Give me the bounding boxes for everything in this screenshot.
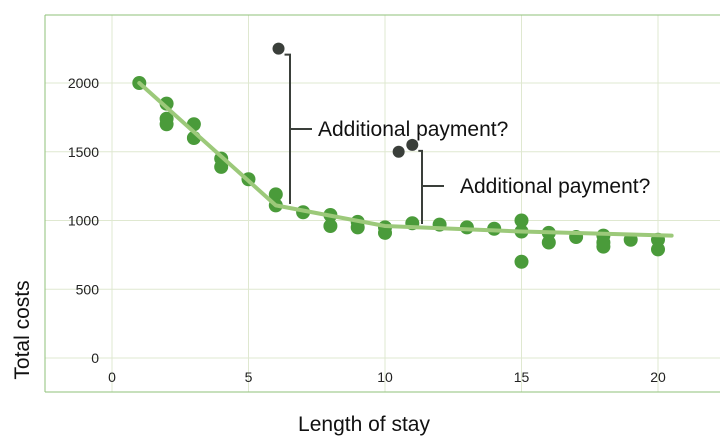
data-point (350, 220, 365, 235)
annotation-label-2: Additional payment? (460, 175, 650, 198)
y-tick-label: 2000 (68, 75, 99, 91)
x-tick-labels: 0 5 10 15 20 (108, 369, 666, 385)
data-point (651, 242, 665, 257)
data-point (214, 159, 229, 174)
y-tick-label: 1000 (68, 213, 99, 229)
x-tick-label: 0 (108, 369, 116, 385)
y-tick-labels: 0 500 1000 1500 2000 (68, 75, 99, 366)
data-point (159, 117, 174, 132)
data-point (159, 96, 174, 111)
data-point (514, 213, 529, 228)
y-tick-label: 500 (76, 281, 100, 297)
data-point (378, 225, 392, 240)
outlier-points (272, 42, 419, 158)
data-point (268, 187, 283, 202)
outlier-point (392, 145, 405, 158)
x-axis-title: Length of stay (298, 413, 430, 436)
data-point (596, 239, 611, 254)
annotation-bracket-2 (418, 149, 423, 224)
x-tick-label: 15 (514, 369, 530, 385)
outlier-point (406, 138, 419, 151)
x-tick-label: 10 (377, 369, 393, 385)
y-axis-title: Total costs (11, 280, 34, 379)
data-point (514, 254, 529, 269)
grid (45, 15, 720, 392)
x-tick-label: 5 (245, 369, 253, 385)
y-tick-label: 0 (91, 350, 99, 366)
x-tick-label: 20 (650, 369, 666, 385)
annotation-bracket-1 (284, 53, 291, 204)
y-tick-label: 1500 (68, 144, 99, 160)
annotations: Additional payment? Additional payment? (284, 53, 650, 224)
annotation-label-1: Additional payment? (318, 118, 508, 141)
outlier-point (272, 42, 285, 55)
trend-line (137, 81, 674, 238)
data-point (541, 235, 556, 250)
data-point (323, 219, 338, 233)
